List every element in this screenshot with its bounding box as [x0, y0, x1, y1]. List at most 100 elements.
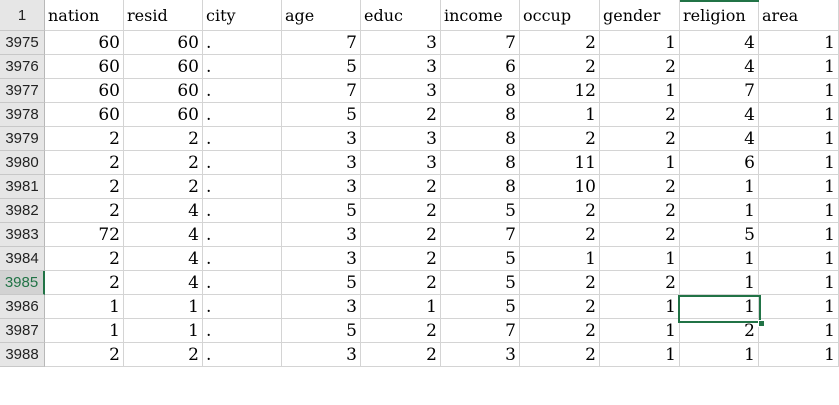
cell-religion[interactable]: 1: [680, 199, 759, 223]
cell-city[interactable]: .: [203, 319, 282, 343]
cell-income[interactable]: 6: [441, 55, 520, 79]
cell-religion[interactable]: 2: [680, 319, 759, 343]
cell-age[interactable]: 3: [282, 151, 361, 175]
cell-educ[interactable]: 3: [361, 31, 441, 55]
cell-age[interactable]: 5: [282, 55, 361, 79]
cell-city[interactable]: .: [203, 199, 282, 223]
cell-occup[interactable]: 2: [520, 271, 600, 295]
cell-area[interactable]: 1: [759, 127, 839, 151]
cell-resid[interactable]: 60: [124, 79, 203, 103]
cell-gender[interactable]: 1: [600, 79, 680, 103]
header-cell-age[interactable]: age: [282, 0, 361, 31]
cell-educ[interactable]: 2: [361, 223, 441, 247]
cell-nation[interactable]: 72: [45, 223, 124, 247]
cell-religion[interactable]: 1: [680, 247, 759, 271]
cell-educ[interactable]: 2: [361, 343, 441, 367]
cell-occup[interactable]: 2: [520, 55, 600, 79]
cell-city[interactable]: .: [203, 79, 282, 103]
cell-income[interactable]: 5: [441, 295, 520, 319]
cell-income[interactable]: 3: [441, 343, 520, 367]
cell-educ[interactable]: 2: [361, 319, 441, 343]
cell-resid[interactable]: 60: [124, 55, 203, 79]
cell-nation[interactable]: 2: [45, 271, 124, 295]
row-header[interactable]: 3986: [0, 295, 45, 319]
cell-religion[interactable]: 1: [680, 343, 759, 367]
cell-educ[interactable]: 2: [361, 271, 441, 295]
cell-area[interactable]: 1: [759, 79, 839, 103]
cell-city[interactable]: .: [203, 343, 282, 367]
cell-city[interactable]: .: [203, 151, 282, 175]
header-cell-occup[interactable]: occup: [520, 0, 600, 31]
header-cell-income[interactable]: income: [441, 0, 520, 31]
cell-nation[interactable]: 2: [45, 199, 124, 223]
cell-area[interactable]: 1: [759, 55, 839, 79]
row-header[interactable]: 3987: [0, 319, 45, 343]
cell-resid[interactable]: 2: [124, 343, 203, 367]
cell-educ[interactable]: 1: [361, 295, 441, 319]
cell-income[interactable]: 7: [441, 31, 520, 55]
cell-occup[interactable]: 11: [520, 151, 600, 175]
cell-educ[interactable]: 2: [361, 103, 441, 127]
cell-age[interactable]: 3: [282, 343, 361, 367]
cell-resid[interactable]: 60: [124, 31, 203, 55]
row-header[interactable]: 3980: [0, 151, 45, 175]
cell-gender[interactable]: 1: [600, 31, 680, 55]
cell-income[interactable]: 5: [441, 247, 520, 271]
row-header-top[interactable]: 1: [0, 0, 45, 31]
cell-nation[interactable]: 60: [45, 79, 124, 103]
cell-city[interactable]: .: [203, 127, 282, 151]
cell-gender[interactable]: 2: [600, 223, 680, 247]
row-header[interactable]: 3977: [0, 79, 45, 103]
cell-age[interactable]: 3: [282, 247, 361, 271]
cell-resid[interactable]: 4: [124, 271, 203, 295]
cell-religion[interactable]: 5: [680, 223, 759, 247]
cell-resid[interactable]: 4: [124, 199, 203, 223]
cell-gender[interactable]: 1: [600, 151, 680, 175]
fill-handle[interactable]: [758, 320, 765, 327]
cell-educ[interactable]: 2: [361, 175, 441, 199]
cell-occup[interactable]: 2: [520, 199, 600, 223]
cell-resid[interactable]: 2: [124, 175, 203, 199]
cell-area[interactable]: 1: [759, 103, 839, 127]
cell-occup[interactable]: 2: [520, 319, 600, 343]
cell-city[interactable]: .: [203, 31, 282, 55]
cell-gender[interactable]: 2: [600, 55, 680, 79]
cell-religion[interactable]: 1: [680, 295, 759, 319]
cell-gender[interactable]: 1: [600, 247, 680, 271]
cell-resid[interactable]: 1: [124, 295, 203, 319]
cell-area[interactable]: 1: [759, 223, 839, 247]
cell-city[interactable]: .: [203, 295, 282, 319]
cell-gender[interactable]: 1: [600, 295, 680, 319]
cell-age[interactable]: 7: [282, 31, 361, 55]
cell-age[interactable]: 7: [282, 79, 361, 103]
cell-nation[interactable]: 60: [45, 103, 124, 127]
cell-city[interactable]: .: [203, 55, 282, 79]
cell-income[interactable]: 8: [441, 103, 520, 127]
header-cell-city[interactable]: city: [203, 0, 282, 31]
cell-nation[interactable]: 60: [45, 55, 124, 79]
cell-area[interactable]: 1: [759, 151, 839, 175]
cell-occup[interactable]: 2: [520, 295, 600, 319]
cell-income[interactable]: 5: [441, 271, 520, 295]
cell-resid[interactable]: 4: [124, 247, 203, 271]
cell-age[interactable]: 3: [282, 175, 361, 199]
cell-resid[interactable]: 60: [124, 103, 203, 127]
cell-nation[interactable]: 2: [45, 175, 124, 199]
cell-occup[interactable]: 2: [520, 223, 600, 247]
header-cell-area[interactable]: area: [759, 0, 839, 31]
cell-religion[interactable]: 6: [680, 151, 759, 175]
cell-area[interactable]: 1: [759, 175, 839, 199]
cell-gender[interactable]: 2: [600, 103, 680, 127]
cell-nation[interactable]: 2: [45, 247, 124, 271]
cell-age[interactable]: 3: [282, 295, 361, 319]
cell-income[interactable]: 8: [441, 127, 520, 151]
cell-gender[interactable]: 2: [600, 199, 680, 223]
cell-area[interactable]: 1: [759, 271, 839, 295]
cell-income[interactable]: 5: [441, 199, 520, 223]
cell-income[interactable]: 8: [441, 175, 520, 199]
cell-nation[interactable]: 2: [45, 151, 124, 175]
row-header[interactable]: 3976: [0, 55, 45, 79]
cell-nation[interactable]: 1: [45, 319, 124, 343]
cell-income[interactable]: 7: [441, 223, 520, 247]
